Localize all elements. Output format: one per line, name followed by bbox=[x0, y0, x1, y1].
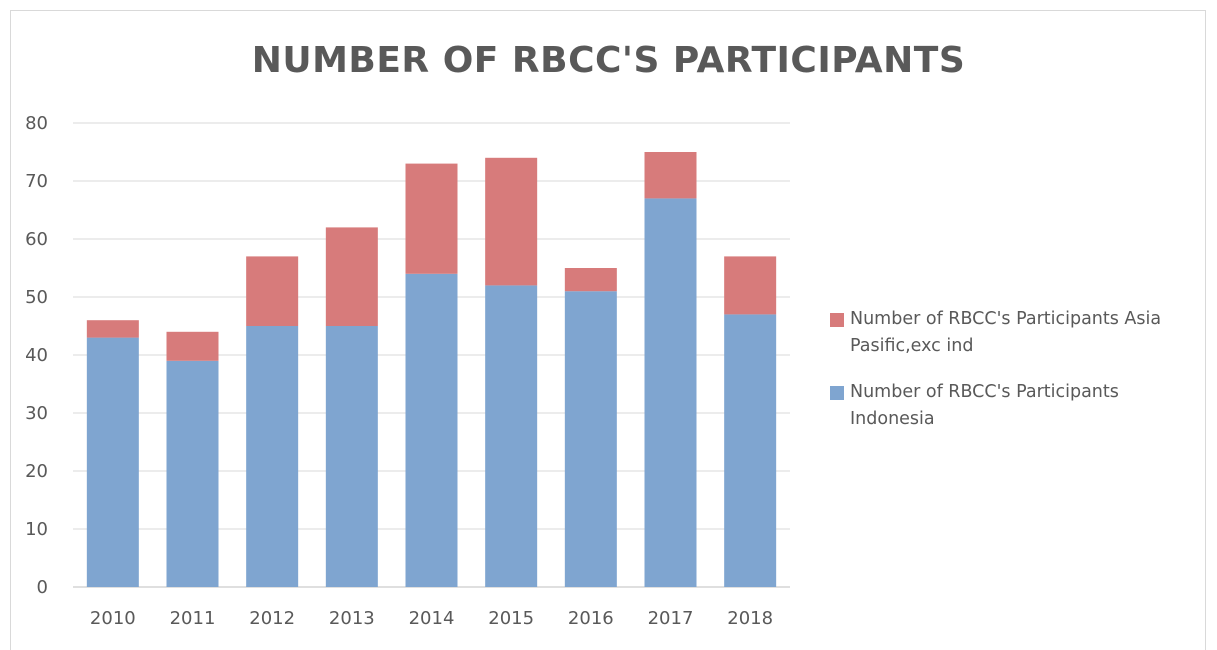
legend-item-asia-pasific: Number of RBCC's Participants Asia Pasif… bbox=[830, 306, 1200, 360]
y-tick-label: 40 bbox=[25, 345, 48, 366]
bar-asia-pasific bbox=[564, 268, 617, 292]
y-tick-label: 20 bbox=[25, 461, 48, 482]
legend: Number of RBCC's Participants Asia Pasif… bbox=[830, 306, 1200, 452]
legend-swatch-asia-pasific bbox=[830, 313, 844, 327]
bar-indonesia bbox=[246, 326, 299, 587]
y-axis: 0 10 20 30 40 50 60 70 80 bbox=[25, 113, 48, 598]
legend-label-asia-pasific: Number of RBCC's Participants Asia Pasif… bbox=[850, 309, 1162, 356]
bar-indonesia bbox=[564, 291, 617, 587]
bar-asia-pasific bbox=[485, 157, 538, 286]
bar-indonesia bbox=[166, 360, 219, 587]
y-tick-label: 30 bbox=[25, 403, 48, 424]
legend-swatch-indonesia bbox=[830, 386, 844, 400]
bar-asia-pasific bbox=[166, 331, 219, 361]
x-tick-label: 2015 bbox=[488, 608, 534, 629]
bar-asia-pasific bbox=[325, 227, 378, 326]
y-tick-label: 0 bbox=[37, 577, 48, 598]
legend-label-indonesia: Number of RBCC's Participants Indonesia bbox=[850, 382, 1119, 429]
bar-indonesia bbox=[644, 198, 697, 587]
bar-asia-pasific bbox=[246, 256, 299, 326]
y-tick-label: 80 bbox=[25, 113, 48, 134]
bar-asia-pasific bbox=[86, 320, 139, 338]
bar-asia-pasific bbox=[405, 163, 458, 274]
x-tick-label: 2013 bbox=[329, 608, 375, 629]
x-tick-label: 2012 bbox=[249, 608, 295, 629]
legend-item-indonesia: Number of RBCC's Participants Indonesia bbox=[830, 379, 1200, 433]
bars bbox=[86, 152, 777, 587]
x-tick-label: 2014 bbox=[409, 608, 455, 629]
bar-asia-pasific bbox=[724, 256, 777, 315]
x-tick-label: 2010 bbox=[90, 608, 136, 629]
y-tick-label: 60 bbox=[25, 229, 48, 250]
bar-indonesia bbox=[405, 273, 458, 587]
bar-indonesia bbox=[485, 285, 538, 587]
bar-asia-pasific bbox=[644, 152, 697, 199]
y-tick-label: 10 bbox=[25, 519, 48, 540]
x-tick-label: 2017 bbox=[648, 608, 694, 629]
bar-indonesia bbox=[724, 314, 777, 587]
y-tick-label: 50 bbox=[25, 287, 48, 308]
x-tick-label: 2011 bbox=[170, 608, 216, 629]
x-axis: 2010 2011 2012 2013 2014 2015 2016 2017 2018 bbox=[90, 608, 773, 629]
x-tick-label: 2018 bbox=[727, 608, 773, 629]
bar-indonesia bbox=[86, 337, 139, 587]
bar-indonesia bbox=[325, 326, 378, 587]
x-tick-label: 2016 bbox=[568, 608, 614, 629]
y-tick-label: 70 bbox=[25, 171, 48, 192]
chart-title: NUMBER OF RBCC'S PARTICIPANTS bbox=[251, 40, 966, 81]
